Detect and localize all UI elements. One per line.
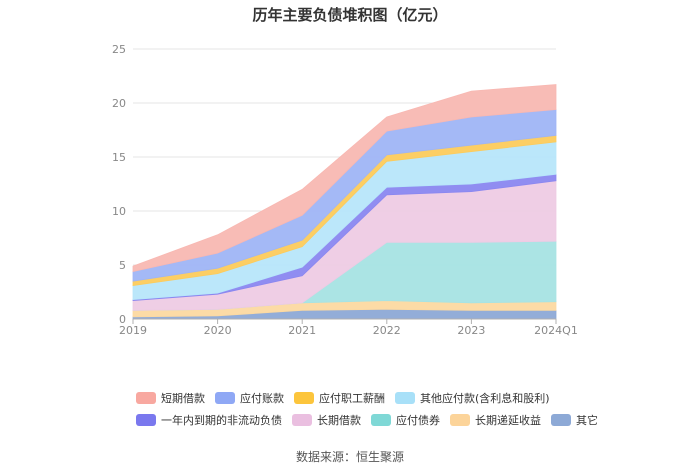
legend-item[interactable]: 应付账款 <box>215 390 284 406</box>
legend-label: 其它 <box>576 414 598 427</box>
area-series-group <box>132 84 557 320</box>
legend-label: 其他应付款(含利息和股利) <box>420 392 550 405</box>
legend-label: 短期借款 <box>161 392 205 405</box>
x-axis: 2019 2020 2021 2022 2023 2024Q1 <box>119 318 578 337</box>
legend-label: 应付职工薪酬 <box>319 392 385 405</box>
legend-swatch <box>136 392 156 404</box>
legend-swatch <box>294 392 314 404</box>
y-tick-label: 15 <box>112 151 126 164</box>
x-tick-label: 2023 <box>457 324 485 337</box>
chart-title: 历年主要负债堆积图（亿元） <box>252 6 448 24</box>
y-tick-label: 5 <box>119 259 126 272</box>
legend-item[interactable]: 应付职工薪酬 <box>294 390 385 406</box>
x-tick-label: 2019 <box>119 324 147 337</box>
legend-label: 长期递延收益 <box>475 414 541 427</box>
legend-swatch <box>395 392 415 404</box>
data-source: 数据来源：恒生聚源 <box>295 450 404 464</box>
legend-item[interactable]: 长期递延收益 <box>450 412 541 428</box>
legend-item[interactable]: 其它 <box>551 412 598 428</box>
y-tick-label: 25 <box>112 43 126 56</box>
legend-item[interactable]: 长期借款 <box>292 412 361 428</box>
x-tick-label: 2021 <box>288 324 316 337</box>
legend-row: 短期借款 应付账款 应付职工薪酬 其他应付款(含利息和股利) <box>136 388 616 408</box>
legend-row: 一年内到期的非流动负债 长期借款 应付债券 长期递延收益 其它 <box>136 410 616 430</box>
legend-swatch <box>136 414 156 426</box>
y-axis-ticks: 0 5 10 15 20 25 <box>112 43 126 326</box>
area-series <box>132 84 557 272</box>
stacked-area-chart: 0 5 10 15 20 25 2019 2020 2021 2022 2023 2024Q1 <box>112 43 578 337</box>
legend-swatch <box>450 414 470 426</box>
legend-item[interactable]: 其他应付款(含利息和股利) <box>395 390 550 406</box>
legend: 短期借款 应付账款 应付职工薪酬 其他应付款(含利息和股利) 一年内到期的非流动负债 长… <box>136 388 616 432</box>
legend-label: 一年内到期的非流动负债 <box>161 414 282 427</box>
x-tick-label: 2024Q1 <box>534 324 578 337</box>
x-tick-label: 2022 <box>373 324 401 337</box>
legend-swatch <box>371 414 391 426</box>
legend-swatch <box>215 392 235 404</box>
legend-swatch <box>551 414 571 426</box>
legend-label: 应付债券 <box>396 414 440 427</box>
legend-item[interactable]: 一年内到期的非流动负债 <box>136 412 282 428</box>
legend-label: 长期借款 <box>317 414 361 427</box>
x-tick-label: 2020 <box>204 324 232 337</box>
legend-item[interactable]: 短期借款 <box>136 390 205 406</box>
y-tick-label: 10 <box>112 205 126 218</box>
legend-item[interactable]: 应付债券 <box>371 412 440 428</box>
legend-label: 应付账款 <box>240 392 284 405</box>
y-tick-label: 0 <box>119 313 126 326</box>
legend-swatch <box>292 414 312 426</box>
y-tick-label: 20 <box>112 97 126 110</box>
